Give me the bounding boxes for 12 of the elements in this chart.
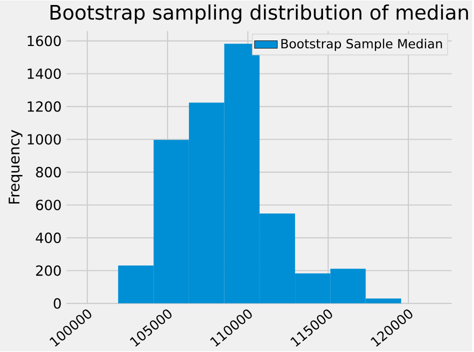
y-tick-label: 600 <box>36 200 61 210</box>
y-axis-title: Frequency <box>8 130 22 204</box>
y-tick-label: 400 <box>36 232 61 244</box>
y-tick-label: 800 <box>36 167 61 178</box>
y-tick-label: 1600 <box>28 36 61 46</box>
chart-title: Bootstrap sampling distribution of median <box>50 4 468 24</box>
y-tick-label: 1200 <box>28 101 61 112</box>
y-tick-label: 1400 <box>28 68 61 80</box>
legend-label: Bootstrap Sample Median <box>281 38 442 52</box>
y-tick-label: 1000 <box>28 134 61 145</box>
y-tick-label: 200 <box>36 266 61 276</box>
y-tick-label: 0 <box>54 298 61 309</box>
